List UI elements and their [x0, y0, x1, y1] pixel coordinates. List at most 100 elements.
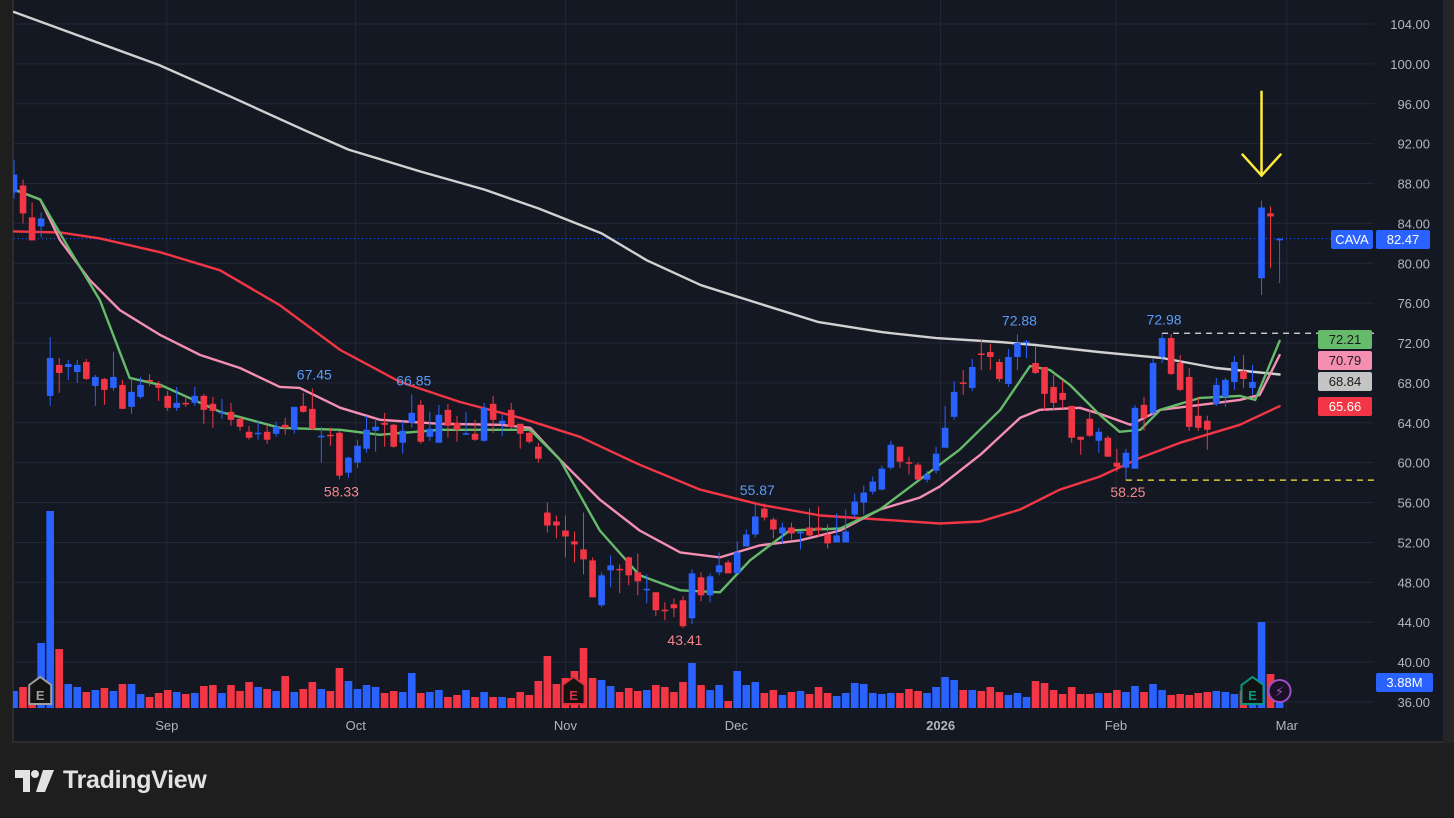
candle-down	[19, 179, 27, 224]
high-price-label: 72.88	[1002, 312, 1037, 328]
candle-up	[13, 159, 18, 199]
volume-bar	[652, 685, 660, 708]
candle-up	[1258, 200, 1265, 296]
candle-body	[55, 364, 63, 373]
candle-body	[688, 573, 696, 619]
candle-body	[1249, 381, 1256, 388]
plot-area: 67.45 66.85 58.33 43.41 55.87 72.88 72.98 58.25	[13, 10, 1374, 708]
volume-bar	[1049, 690, 1058, 708]
volume-bar	[769, 690, 778, 708]
candle-up	[887, 440, 895, 470]
volume-bar	[606, 686, 615, 708]
high-price-label: 72.98	[1147, 311, 1182, 327]
candle-down	[589, 557, 596, 598]
candle-up	[408, 394, 416, 428]
candle-down	[1140, 396, 1148, 431]
candle-body	[1041, 366, 1048, 394]
price-axis-tick: 100.00	[1390, 57, 1430, 72]
side-toolbar-edge	[1443, 0, 1454, 743]
candle-body	[209, 403, 217, 411]
candle-down	[1194, 396, 1202, 431]
volume-bar	[46, 511, 54, 708]
volume-bar	[245, 682, 253, 708]
volume-bar	[13, 691, 18, 708]
candle-up	[607, 555, 614, 588]
candle-up	[272, 421, 280, 437]
candle-down	[101, 377, 108, 405]
candle-up	[878, 465, 886, 491]
candle-down	[761, 503, 768, 521]
volume-bar	[55, 649, 63, 708]
candle-down	[55, 357, 63, 393]
price-axis-tick: 72.00	[1397, 336, 1430, 351]
volume-bar	[1140, 692, 1148, 708]
ma-gray-line	[13, 10, 1281, 376]
time-axis-tick: Oct	[346, 718, 367, 733]
chart-panel[interactable]	[12, 0, 1443, 743]
candle-body	[19, 185, 27, 214]
volume-bar	[814, 687, 823, 708]
candle-up	[46, 337, 54, 406]
candle-body	[661, 609, 669, 612]
volume-bar	[751, 682, 760, 708]
volume-bar	[218, 693, 226, 708]
candle-down	[1176, 355, 1184, 391]
candle-down	[381, 412, 388, 447]
candle-body	[37, 218, 45, 227]
candle-up	[1222, 377, 1229, 407]
candle-up	[941, 405, 949, 448]
candle-body	[164, 395, 171, 408]
candle-down	[1203, 415, 1211, 450]
candle-down	[1185, 367, 1193, 431]
candle-body	[562, 530, 569, 537]
volume-bar	[1257, 622, 1266, 708]
candle-body	[715, 565, 723, 573]
volume-bar	[805, 694, 814, 708]
last-price-label: 82.47	[1376, 230, 1430, 249]
candle-body	[327, 434, 334, 437]
candle-down	[625, 556, 633, 586]
volume-bar	[163, 690, 172, 708]
candle-down	[1050, 374, 1057, 410]
candle-body	[73, 364, 81, 372]
candle-down	[535, 442, 542, 463]
volume-bar	[480, 692, 488, 708]
ma-gray-value-label: 68.84	[1318, 372, 1372, 391]
candle-body	[1276, 238, 1283, 241]
volume-bar	[191, 693, 199, 708]
price-axis-tick: 84.00	[1397, 216, 1430, 231]
candle-body	[977, 353, 985, 356]
volume-bar	[1013, 693, 1022, 708]
candle-down	[652, 592, 660, 617]
candle-body	[381, 422, 388, 425]
price-axis-tick: 64.00	[1397, 416, 1430, 431]
candle-body	[281, 424, 289, 428]
volume-bar	[453, 695, 461, 708]
candle-body	[1213, 384, 1220, 404]
candle-down	[417, 399, 425, 444]
earnings-marker-shape	[28, 675, 53, 705]
candle-down	[1032, 346, 1039, 374]
earnings-marker-icon[interactable]: E	[1240, 675, 1265, 705]
volume-bar	[914, 691, 922, 708]
candle-body	[1095, 431, 1103, 441]
volume-bar	[380, 693, 389, 708]
volume-bar	[615, 692, 624, 708]
earnings-marker-icon[interactable]: E	[561, 675, 586, 705]
candle-body	[426, 428, 434, 437]
candle-body	[1167, 338, 1175, 374]
candle-down	[580, 512, 587, 575]
volume-bar	[778, 695, 787, 708]
candle-up	[191, 386, 199, 406]
earnings-marker-icon[interactable]: E	[28, 675, 53, 705]
volume-bar	[489, 697, 497, 708]
candle-body	[1014, 343, 1021, 357]
candle-down	[155, 380, 162, 401]
tradingview-logo[interactable]: TradingView	[15, 766, 207, 795]
volume-bar	[1004, 695, 1013, 708]
candle-body	[1023, 341, 1030, 344]
lightning-event-icon[interactable]: ⚡	[1267, 679, 1292, 703]
volume-bar	[796, 691, 805, 708]
candle-down	[489, 395, 497, 433]
